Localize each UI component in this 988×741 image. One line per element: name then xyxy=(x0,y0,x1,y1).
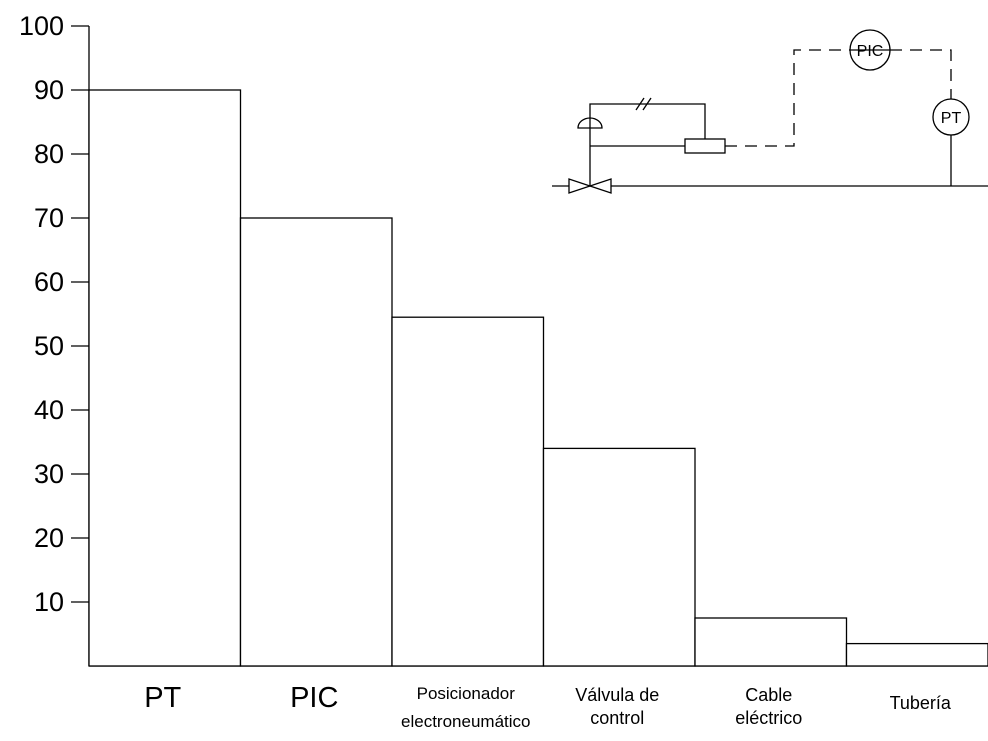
y-tick-label: 20 xyxy=(34,523,64,553)
y-tick-label: 30 xyxy=(34,459,64,489)
bar-pt xyxy=(89,90,241,666)
positioner-icon xyxy=(685,139,725,153)
bar-tubería xyxy=(847,644,988,666)
bar-cable-eléctrico xyxy=(695,618,847,666)
pic-instrument-label: PIC xyxy=(857,43,884,60)
y-tick-label: 40 xyxy=(34,395,64,425)
positioner-feedback-line xyxy=(590,104,705,139)
x-tick-label: PIC xyxy=(290,682,338,714)
y-tick-label: 80 xyxy=(34,139,64,169)
bar-pic xyxy=(241,218,393,666)
y-ticks: 10 20 30 40 50 60 70 80 90 100 xyxy=(19,11,89,617)
x-tick-labels: PT PIC Posicionador electroneumático Válvula… xyxy=(144,682,952,731)
x-tick-label: Cable xyxy=(745,685,792,705)
y-tick-label: 90 xyxy=(34,75,64,105)
bars xyxy=(89,90,988,666)
pt-instrument-label: PT xyxy=(941,110,962,127)
y-tick-label: 50 xyxy=(34,331,64,361)
signal-line-to-positioner xyxy=(725,50,850,146)
x-tick-label: Posicionador xyxy=(417,684,516,703)
y-tick-label: 60 xyxy=(34,267,64,297)
bar-válvula-de-control xyxy=(544,448,696,666)
signal-line-to-transmitter xyxy=(890,50,951,99)
x-tick-label: eléctrico xyxy=(735,708,802,728)
y-tick-label: 10 xyxy=(34,587,64,617)
x-tick-label: PT xyxy=(144,682,181,714)
bar-posicionador-electroneumático xyxy=(392,317,544,666)
x-tick-label: control xyxy=(590,708,644,728)
x-tick-label: Tubería xyxy=(890,693,952,713)
process-schematic xyxy=(552,30,988,193)
y-tick-label: 70 xyxy=(34,203,64,233)
x-tick-label: electroneumático xyxy=(401,712,530,731)
x-tick-label: Válvula de xyxy=(575,685,659,705)
y-tick-label: 100 xyxy=(19,11,64,41)
